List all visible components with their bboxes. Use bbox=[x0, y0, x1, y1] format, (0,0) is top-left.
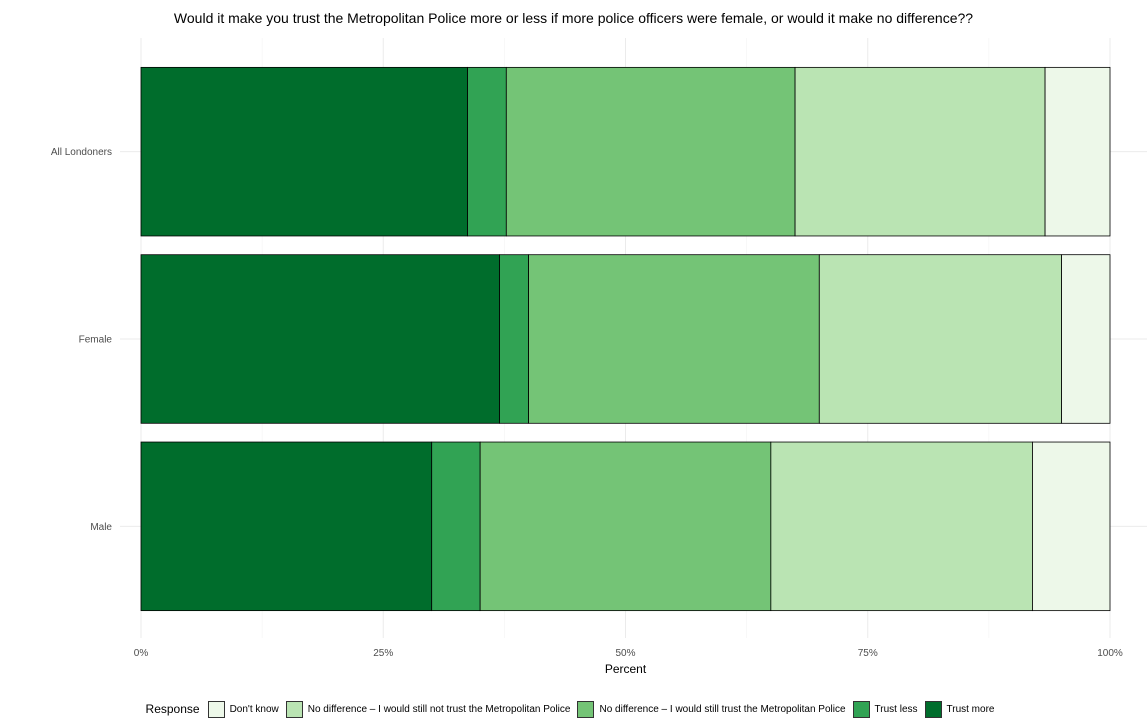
legend-label: No difference – I would still trust the … bbox=[599, 703, 846, 715]
legend-label: Trust less bbox=[874, 703, 918, 715]
bar-segment bbox=[467, 66, 507, 237]
bar-segment bbox=[140, 254, 500, 424]
legend-item: Trust more bbox=[924, 700, 995, 718]
legend-label: No difference – I would still not trust … bbox=[307, 703, 571, 715]
legend-swatch bbox=[852, 700, 870, 718]
bar-segment bbox=[528, 254, 820, 424]
bar-segment bbox=[770, 441, 1033, 612]
x-axis-title: Percent bbox=[605, 662, 647, 676]
x-tick-label: 75% bbox=[858, 648, 878, 659]
legend-label: Don't know bbox=[229, 703, 279, 715]
bar-stacks bbox=[140, 66, 1111, 612]
bar-segment bbox=[505, 66, 796, 237]
bar-segment bbox=[140, 66, 468, 237]
x-tick-label: 100% bbox=[1097, 648, 1123, 659]
legend-item: Trust less bbox=[852, 700, 918, 718]
category-label: Female bbox=[79, 335, 113, 346]
legend-item: No difference – I would still not trust … bbox=[285, 700, 571, 718]
legend-label: Trust more bbox=[946, 703, 995, 715]
legend-title: Response bbox=[145, 702, 200, 716]
bar-segment bbox=[818, 254, 1062, 424]
legend-item: Don't know bbox=[207, 700, 279, 718]
category-label: All Londoners bbox=[51, 147, 112, 158]
bar-segment bbox=[479, 441, 772, 612]
category-axis: All Londoners Female Male bbox=[51, 147, 113, 533]
legend: Response Don't know No difference – I wou… bbox=[0, 698, 1147, 720]
legend-swatch bbox=[285, 700, 303, 718]
chart-title: Would it make you trust the Metropolitan… bbox=[173, 10, 974, 26]
legend-swatch bbox=[207, 700, 225, 718]
bar-segment bbox=[794, 66, 1046, 237]
bar-segment bbox=[140, 441, 433, 612]
value-axis: 0% 25% 50% 75% 100% bbox=[134, 648, 1123, 659]
bar-segment bbox=[1044, 66, 1111, 237]
category-label: Male bbox=[90, 522, 112, 533]
x-tick-label: 0% bbox=[134, 648, 149, 659]
x-tick-label: 25% bbox=[373, 648, 393, 659]
bar-segment bbox=[1032, 441, 1111, 612]
legend-swatch bbox=[577, 700, 595, 718]
legend-swatch bbox=[924, 700, 942, 718]
x-tick-label: 50% bbox=[615, 648, 635, 659]
bar-segment bbox=[1061, 254, 1111, 424]
legend-item: No difference – I would still trust the … bbox=[577, 700, 846, 718]
bar-segment bbox=[431, 441, 481, 612]
bar-segment bbox=[499, 254, 529, 424]
